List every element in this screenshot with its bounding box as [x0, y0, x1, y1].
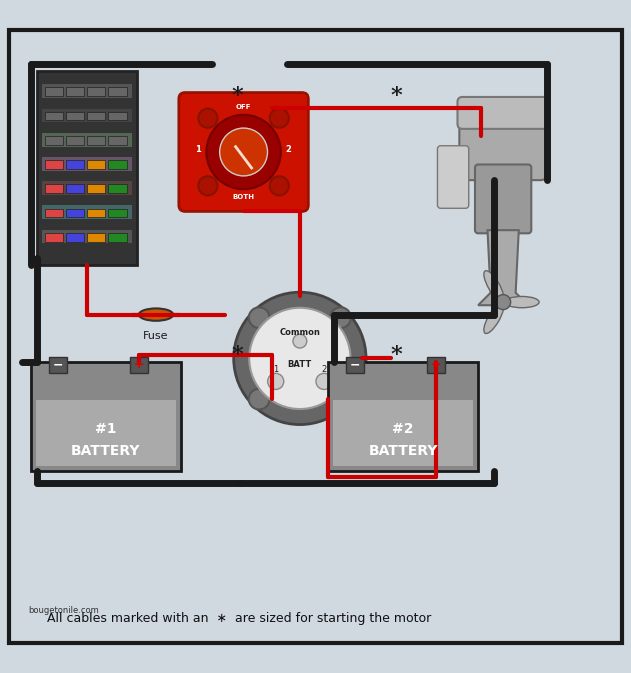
- Circle shape: [268, 374, 284, 390]
- FancyBboxPatch shape: [109, 136, 127, 145]
- Text: #2: #2: [392, 423, 414, 436]
- FancyBboxPatch shape: [333, 400, 473, 466]
- Ellipse shape: [139, 308, 174, 321]
- FancyBboxPatch shape: [45, 160, 63, 169]
- Circle shape: [293, 334, 307, 348]
- Circle shape: [495, 295, 510, 310]
- Text: Fuse: Fuse: [143, 331, 168, 341]
- FancyBboxPatch shape: [66, 112, 84, 120]
- FancyBboxPatch shape: [475, 164, 531, 234]
- Ellipse shape: [505, 297, 539, 308]
- FancyBboxPatch shape: [45, 209, 63, 217]
- FancyBboxPatch shape: [42, 157, 133, 171]
- FancyBboxPatch shape: [457, 97, 549, 129]
- FancyBboxPatch shape: [109, 233, 127, 242]
- Text: 2: 2: [286, 145, 292, 154]
- Text: BATTERY: BATTERY: [71, 444, 141, 458]
- Circle shape: [249, 389, 269, 409]
- FancyBboxPatch shape: [42, 205, 133, 219]
- FancyBboxPatch shape: [109, 184, 127, 193]
- FancyBboxPatch shape: [87, 209, 105, 217]
- Circle shape: [269, 108, 289, 128]
- FancyBboxPatch shape: [109, 160, 127, 169]
- Circle shape: [198, 108, 218, 128]
- FancyBboxPatch shape: [87, 184, 105, 193]
- Text: −: −: [53, 359, 63, 371]
- FancyBboxPatch shape: [87, 233, 105, 242]
- FancyBboxPatch shape: [45, 136, 63, 145]
- Text: #1: #1: [95, 423, 117, 436]
- Circle shape: [249, 308, 350, 409]
- FancyBboxPatch shape: [346, 357, 365, 373]
- FancyBboxPatch shape: [42, 229, 133, 244]
- FancyBboxPatch shape: [427, 357, 445, 373]
- Text: All cables marked with an  ∗  are sized for starting the motor: All cables marked with an ∗ are sized fo…: [47, 612, 431, 625]
- Text: BATTERY: BATTERY: [369, 444, 438, 458]
- FancyBboxPatch shape: [328, 361, 478, 471]
- FancyBboxPatch shape: [45, 233, 63, 242]
- Text: −: −: [350, 359, 360, 371]
- Text: OFF: OFF: [236, 104, 251, 110]
- FancyBboxPatch shape: [87, 112, 105, 120]
- FancyBboxPatch shape: [45, 184, 63, 193]
- Circle shape: [198, 176, 218, 195]
- Circle shape: [330, 389, 351, 409]
- Text: +: +: [431, 359, 442, 371]
- Circle shape: [249, 308, 269, 328]
- FancyBboxPatch shape: [45, 112, 63, 120]
- FancyBboxPatch shape: [42, 181, 133, 195]
- FancyBboxPatch shape: [37, 71, 138, 264]
- FancyBboxPatch shape: [87, 87, 105, 96]
- Polygon shape: [478, 230, 528, 306]
- FancyBboxPatch shape: [42, 133, 133, 147]
- FancyBboxPatch shape: [129, 357, 148, 373]
- Ellipse shape: [484, 271, 504, 301]
- FancyBboxPatch shape: [87, 136, 105, 145]
- FancyBboxPatch shape: [49, 357, 68, 373]
- FancyBboxPatch shape: [109, 87, 127, 96]
- Text: 1: 1: [273, 365, 278, 374]
- Text: +: +: [134, 359, 144, 371]
- Text: BOTH: BOTH: [233, 194, 254, 200]
- Text: *: *: [232, 85, 243, 107]
- Text: 1: 1: [196, 145, 201, 154]
- Circle shape: [269, 176, 289, 195]
- Text: 2: 2: [321, 365, 327, 374]
- FancyBboxPatch shape: [66, 209, 84, 217]
- FancyBboxPatch shape: [459, 105, 547, 180]
- FancyBboxPatch shape: [42, 108, 133, 122]
- Text: *: *: [232, 345, 243, 366]
- Circle shape: [206, 115, 281, 189]
- FancyBboxPatch shape: [45, 87, 63, 96]
- FancyBboxPatch shape: [31, 361, 181, 471]
- Circle shape: [233, 292, 366, 425]
- FancyBboxPatch shape: [42, 84, 133, 98]
- Text: bougetonile.com: bougetonile.com: [28, 606, 98, 615]
- FancyBboxPatch shape: [437, 146, 469, 208]
- FancyBboxPatch shape: [66, 233, 84, 242]
- Circle shape: [330, 308, 351, 328]
- Circle shape: [220, 128, 268, 176]
- Text: *: *: [391, 345, 403, 366]
- Text: BATT: BATT: [288, 359, 312, 369]
- FancyBboxPatch shape: [109, 209, 127, 217]
- Circle shape: [316, 374, 332, 390]
- FancyBboxPatch shape: [36, 400, 176, 466]
- Ellipse shape: [484, 304, 504, 334]
- FancyBboxPatch shape: [87, 160, 105, 169]
- Text: Common: Common: [280, 328, 321, 337]
- FancyBboxPatch shape: [179, 93, 309, 211]
- FancyBboxPatch shape: [66, 160, 84, 169]
- FancyBboxPatch shape: [66, 87, 84, 96]
- Text: *: *: [391, 85, 403, 107]
- FancyBboxPatch shape: [66, 136, 84, 145]
- FancyBboxPatch shape: [66, 184, 84, 193]
- FancyBboxPatch shape: [109, 112, 127, 120]
